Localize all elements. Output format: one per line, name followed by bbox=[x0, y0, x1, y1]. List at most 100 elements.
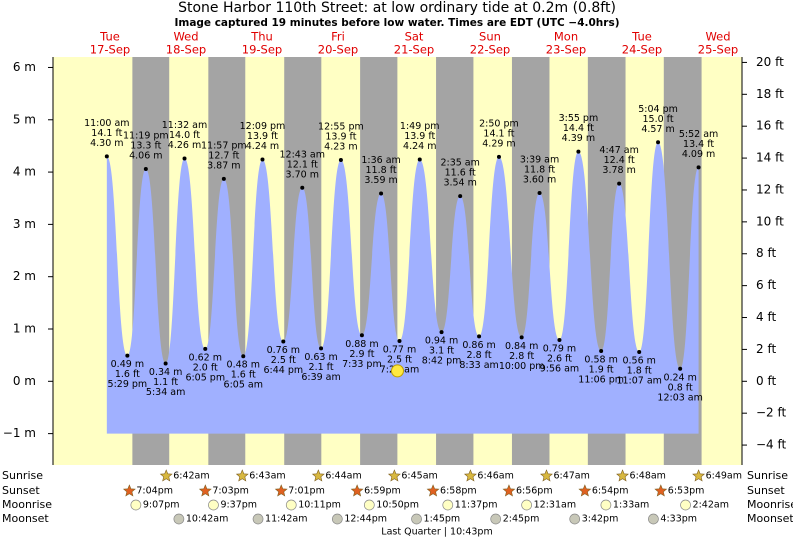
tide-label: 6:05 am bbox=[224, 380, 263, 391]
sunrise-time: 6:42am bbox=[173, 471, 209, 482]
tide-label: 2.8 ft bbox=[509, 351, 534, 362]
tide-point bbox=[319, 346, 324, 351]
y-tick-label: −1 m bbox=[3, 426, 36, 440]
tide-point bbox=[379, 191, 384, 196]
moon-phase: Last Quarter | 10:43pm bbox=[381, 527, 492, 538]
tide-point bbox=[260, 157, 265, 162]
moonrise-icon bbox=[521, 499, 532, 511]
tide-point bbox=[617, 181, 622, 186]
sunset-icon bbox=[654, 484, 668, 497]
tide-label: 13.3 ft bbox=[130, 140, 161, 151]
y2-tick-label: 4 ft bbox=[756, 310, 776, 324]
sunrise-time: 6:45am bbox=[401, 471, 437, 482]
tide-label: 11:32 am bbox=[162, 120, 207, 131]
tide-label: 3:55 pm bbox=[559, 113, 599, 124]
sunrise-time: 6:49am bbox=[706, 471, 742, 482]
tide-label: 0.84 m bbox=[505, 341, 538, 352]
row-label: Sunset bbox=[2, 484, 40, 497]
tide-label: 4:47 am bbox=[599, 145, 638, 156]
moonrise-icon bbox=[208, 499, 219, 511]
y2-tick-label: 20 ft bbox=[756, 55, 784, 69]
tide-label: 5:52 am bbox=[679, 129, 718, 140]
y2-tick-label: 0 ft bbox=[756, 374, 776, 388]
moonrise-icon bbox=[130, 499, 142, 511]
tide-point bbox=[203, 346, 208, 351]
tide-label: 12.7 ft bbox=[208, 150, 239, 161]
tide-label: 2.5 ft bbox=[271, 355, 296, 366]
day-name: Thu bbox=[250, 30, 273, 44]
y2-tick-label: 2 ft bbox=[756, 342, 776, 356]
tide-label: 12.1 ft bbox=[287, 159, 318, 170]
sunset-icon bbox=[578, 484, 592, 497]
tide-label: 3.54 m bbox=[443, 178, 476, 189]
tide-label: 11:07 am bbox=[616, 376, 661, 387]
moonset-icon bbox=[411, 513, 422, 525]
sunset-icon bbox=[198, 484, 212, 497]
moonrise-time: 2:42am bbox=[693, 500, 729, 511]
moonrise-icon bbox=[363, 499, 375, 511]
tide-point bbox=[637, 350, 642, 355]
moonrise-icon bbox=[285, 499, 297, 511]
tide-label: 3:39 am bbox=[520, 155, 559, 166]
tide-label: 11:19 pm bbox=[123, 130, 169, 141]
sunrise-time: 6:44am bbox=[325, 471, 361, 482]
sunrise-time: 6:43am bbox=[249, 471, 285, 482]
tide-label: 0.48 m bbox=[227, 360, 260, 371]
tide-point bbox=[397, 339, 402, 344]
day-date: 22-Sep bbox=[470, 43, 510, 57]
tide-label: 0.94 m bbox=[425, 336, 458, 347]
sunset-icon bbox=[350, 484, 364, 497]
tide-point bbox=[439, 330, 444, 335]
y-tick-label: 4 m bbox=[13, 165, 36, 179]
moonset-time: 1:45pm bbox=[424, 514, 461, 525]
tide-label: 4.24 m bbox=[246, 141, 279, 152]
row-label: Moonrise bbox=[2, 498, 52, 511]
day-date: 17-Sep bbox=[90, 43, 130, 57]
tide-label: 14.4 ft bbox=[563, 123, 594, 134]
tide-label: 2:35 am bbox=[440, 158, 479, 169]
tide-label: 11:00 am bbox=[84, 118, 129, 129]
tide-label: 2.9 ft bbox=[349, 349, 374, 360]
sunset-icon bbox=[502, 484, 516, 497]
tide-label: 15.0 ft bbox=[643, 114, 674, 125]
tide-label: 4.26 m bbox=[168, 140, 201, 151]
moonrise-time: 9:37pm bbox=[220, 500, 257, 511]
tide-label: 11.8 ft bbox=[366, 165, 397, 176]
day-name: Tue bbox=[631, 30, 652, 44]
day-name: Fri bbox=[331, 30, 345, 44]
day-date: 19-Sep bbox=[242, 43, 282, 57]
tide-label: 0.58 m bbox=[584, 354, 617, 365]
sunrise-icon bbox=[463, 469, 477, 482]
tide-label: 0.24 m bbox=[663, 372, 696, 383]
y-tick-label: 3 m bbox=[13, 217, 36, 231]
y2-tick-label: 14 ft bbox=[756, 151, 784, 165]
row-label: Moonset bbox=[747, 512, 793, 525]
moonrise-time: 12:31am bbox=[534, 500, 576, 511]
tide-label: 2.0 ft bbox=[193, 362, 218, 373]
tide-label: 2:50 pm bbox=[479, 118, 519, 129]
moonrise-time: 9:07pm bbox=[143, 500, 180, 511]
tide-label: 12:03 am bbox=[657, 392, 702, 403]
chart-title: Stone Harbor 110th Street: at low ordina… bbox=[178, 0, 616, 16]
row-label: Moonset bbox=[2, 512, 49, 525]
tide-label: 1.6 ft bbox=[231, 370, 256, 381]
y2-tick-label: 18 ft bbox=[756, 87, 784, 101]
tide-label: 6:44 pm bbox=[264, 365, 304, 376]
y-tick-label: 5 m bbox=[13, 112, 36, 126]
tide-point bbox=[125, 353, 130, 358]
moonset-icon bbox=[331, 513, 343, 525]
tide-label: 1.8 ft bbox=[627, 366, 652, 377]
day-name: Wed bbox=[173, 30, 198, 44]
tide-label: 0.62 m bbox=[189, 352, 222, 363]
tide-point bbox=[221, 176, 226, 181]
moonset-time: 4:33pm bbox=[660, 514, 697, 525]
tide-label: 6:39 am bbox=[301, 372, 340, 383]
row-label: Moonrise bbox=[747, 498, 793, 511]
tide-label: 6:05 pm bbox=[185, 372, 225, 383]
moonrise-icon bbox=[680, 499, 691, 511]
y-tick-label: 6 m bbox=[13, 60, 36, 74]
moonset-icon bbox=[490, 513, 502, 525]
y-tick-label: 1 m bbox=[13, 322, 36, 336]
tide-label: 4.30 m bbox=[90, 138, 123, 149]
tide-point bbox=[656, 140, 661, 145]
